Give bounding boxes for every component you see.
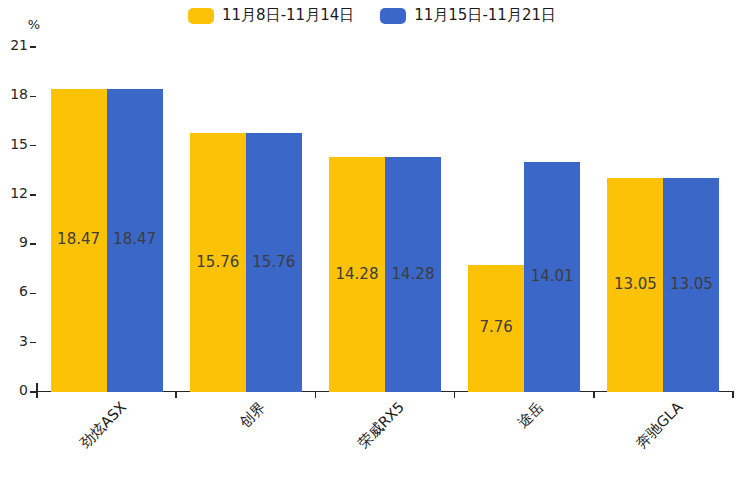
y-tick-mark-3 (30, 342, 36, 344)
x-tick-mark-1 (175, 392, 177, 398)
bar-value-series0-荣威RX5: 14.28 (329, 265, 385, 283)
x-tick-mark-3 (454, 392, 456, 398)
x-tick-mark-0 (36, 392, 38, 398)
bar-chart-canvas: 11月8日-11月14日11月15日-11月21日 % 036912151821… (0, 0, 744, 496)
y-tick-mark-6 (30, 293, 36, 295)
y-tick-label-0: 0 (0, 382, 28, 398)
x-tick-label-劲炫ASX: 劲炫ASX (76, 398, 130, 452)
y-tick-label-6: 6 (0, 283, 28, 299)
y-tick-label-12: 12 (0, 185, 28, 201)
x-tick-label-创界: 创界 (235, 398, 269, 432)
y-tick-label-21: 21 (0, 37, 28, 53)
x-tick-mark-2 (315, 392, 317, 398)
bar-value-series1-荣威RX5: 14.28 (385, 265, 441, 283)
y-axis-line (36, 383, 38, 391)
x-tick-mark-5 (732, 392, 734, 398)
y-tick-mark-15 (30, 145, 36, 147)
y-axis-unit-label: % (0, 17, 40, 32)
x-tick-label-途岳: 途岳 (514, 398, 548, 432)
y-tick-label-18: 18 (0, 86, 28, 102)
bar-chart-plot-area: % 0 3 6 9 12 15 18 21 18.4718.47 劲炫ASX 15.7615.76 创… (0, 0, 744, 496)
x-tick-label-奔驰GLA: 奔驰GLA (632, 398, 687, 453)
x-tick-mark-4 (593, 392, 595, 398)
x-tick-label-荣威RX5: 荣威RX5 (354, 398, 409, 453)
bar-value-series0-劲炫ASX: 18.47 (51, 230, 107, 248)
bar-value-series0-奔驰GLA: 13.05 (607, 275, 663, 293)
bar-value-series1-途岳: 14.01 (524, 267, 580, 285)
y-tick-label-15: 15 (0, 136, 28, 152)
bar-value-series0-创界: 15.76 (190, 253, 246, 271)
y-tick-label-9: 9 (0, 234, 28, 250)
bar-value-series1-创界: 15.76 (246, 253, 302, 271)
bar-value-series1-劲炫ASX: 18.47 (107, 230, 163, 248)
bar-value-series1-奔驰GLA: 13.05 (663, 275, 719, 293)
y-tick-mark-18 (30, 96, 36, 98)
y-tick-label-3: 3 (0, 333, 28, 349)
y-tick-mark-21 (30, 46, 36, 48)
y-tick-mark-12 (30, 194, 36, 196)
y-tick-mark-9 (30, 243, 36, 245)
bar-value-series0-途岳: 7.76 (468, 318, 524, 336)
